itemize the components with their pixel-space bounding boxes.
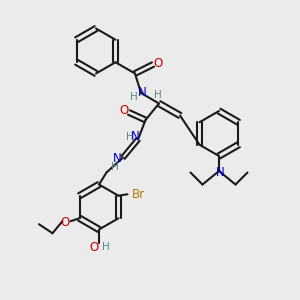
Text: N: N [130, 130, 140, 143]
Text: H: H [111, 162, 119, 172]
Text: N: N [113, 152, 122, 166]
Text: Br: Br [132, 188, 145, 201]
Text: O: O [61, 216, 70, 229]
Text: O: O [120, 104, 129, 118]
Text: N: N [216, 166, 225, 179]
Text: O: O [153, 56, 162, 70]
Text: H: H [126, 131, 134, 142]
Text: N: N [138, 86, 147, 100]
Text: H: H [130, 92, 137, 103]
Text: H: H [102, 242, 110, 253]
Text: O: O [90, 241, 99, 254]
Text: H: H [154, 90, 161, 100]
